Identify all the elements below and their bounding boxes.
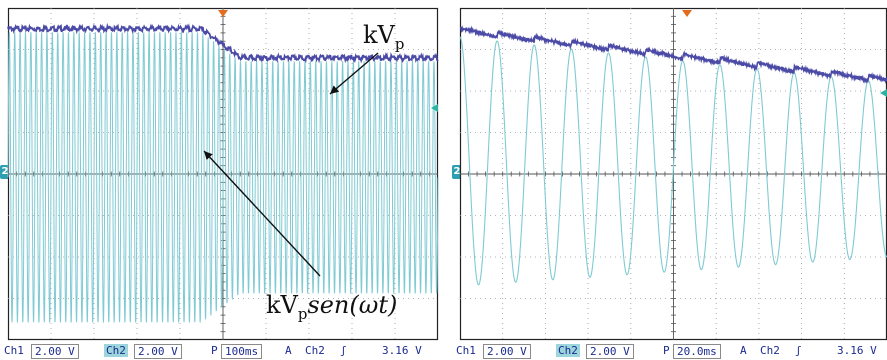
arrow-kvp-sen xyxy=(203,150,321,277)
trigger-level-marker xyxy=(880,89,887,97)
scope-screen-right xyxy=(459,7,887,341)
annotation-kvp-sen: kVpsen(ωt) xyxy=(266,291,398,323)
envelope-trace xyxy=(459,25,887,85)
slope-icon: ʃ xyxy=(340,344,347,357)
slope-icon: ʃ xyxy=(795,344,802,357)
p-label: P xyxy=(663,344,670,357)
trigger-source: Ch2 xyxy=(305,344,325,357)
a-label: A xyxy=(285,344,292,357)
trigger-position-marker xyxy=(218,10,228,17)
ch1-label: Ch1 xyxy=(4,344,24,357)
trigger-level-marker xyxy=(431,104,438,112)
sine-trace xyxy=(459,36,887,286)
a-label: A xyxy=(740,344,747,357)
timebase: 100ms xyxy=(221,344,263,359)
ch2-label: Ch2 xyxy=(104,344,128,357)
scope-capture-left: 2 kVp kVpsen(ωt) Ch1 2.00 V Ch2 2.00 V P… xyxy=(0,0,439,360)
ch2-ground-marker: 2 xyxy=(452,165,462,179)
arrow-kvp xyxy=(329,52,379,95)
annotation-kvp: kVp xyxy=(363,21,405,53)
scope-screen-left: kVp kVpsen(ωt) xyxy=(7,7,439,341)
ch2-label: Ch2 xyxy=(556,344,580,357)
ch1-scale: 2.00 V xyxy=(483,344,531,359)
ch1-label: Ch1 xyxy=(456,344,476,357)
timebase: 20.0ms xyxy=(673,344,721,359)
ch2-scale: 2.00 V xyxy=(134,344,182,359)
ch2-ground-marker: 2 xyxy=(0,165,10,179)
ch1-scale: 2.00 V xyxy=(31,344,79,359)
p-label: P xyxy=(211,344,218,357)
trigger-level: 3.16 V xyxy=(837,344,877,357)
scope-plot-right xyxy=(459,7,887,341)
envelope-trace xyxy=(7,22,439,64)
trigger-source: Ch2 xyxy=(760,344,780,357)
sine-trace xyxy=(7,32,439,323)
trigger-position-marker xyxy=(682,10,692,17)
status-bar-left: Ch1 2.00 V Ch2 2.00 V P 100ms A Ch2 ʃ 3.… xyxy=(0,343,438,360)
scope-capture-right: 2 Ch1 2.00 V Ch2 2.00 V P 20.0ms A Ch2 ʃ… xyxy=(452,0,887,360)
trigger-level: 3.16 V xyxy=(382,344,422,357)
status-bar-right: Ch1 2.00 V Ch2 2.00 V P 20.0ms A Ch2 ʃ 3… xyxy=(452,343,887,360)
ch2-scale: 2.00 V xyxy=(586,344,634,359)
scope-plot-left xyxy=(7,7,439,341)
